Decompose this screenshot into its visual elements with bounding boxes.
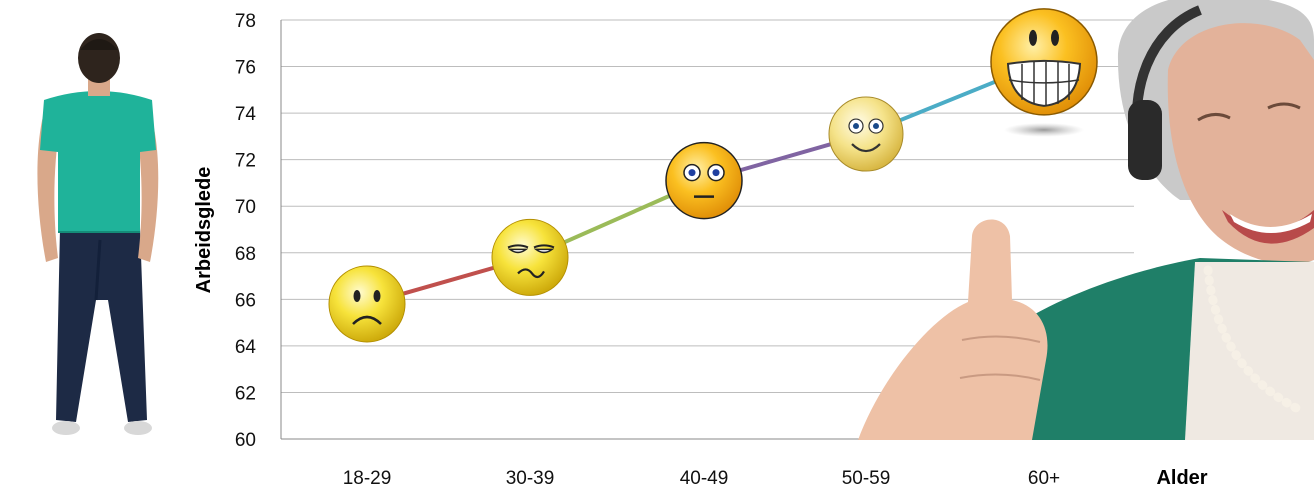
y-tick-labels: 60 62 64 66 68 70 72 74 76 78 xyxy=(235,11,257,451)
senior-woman-thumbs-up-image xyxy=(858,0,1314,440)
y-tick-label: 76 xyxy=(235,58,256,79)
skeptical-face-icon xyxy=(491,218,569,296)
y-tick-label: 60 xyxy=(235,430,256,451)
y-tick-label: 70 xyxy=(235,197,256,218)
x-category-label: 40-49 xyxy=(680,468,729,489)
sad-face-icon xyxy=(328,265,406,343)
smiling-face-icon xyxy=(828,96,904,172)
x-category-label: 30-39 xyxy=(506,468,555,489)
y-tick-label: 68 xyxy=(235,244,256,265)
y-tick-label: 74 xyxy=(235,104,257,125)
y-tick-label: 72 xyxy=(235,151,256,172)
x-axis-title: Alder xyxy=(1156,467,1207,489)
x-category-label: 50-59 xyxy=(842,468,891,489)
y-axis-title: Arbeidsglede xyxy=(193,167,215,294)
x-category-label: 60+ xyxy=(1028,468,1060,489)
young-man-back-view-image xyxy=(37,33,159,435)
x-category-label: 18-29 xyxy=(343,468,392,489)
y-tick-label: 78 xyxy=(235,11,256,32)
x-category-labels: 18-29 30-39 40-49 50-59 60+ xyxy=(343,468,1060,489)
y-tick-label: 66 xyxy=(235,290,256,311)
grinning-face-icon xyxy=(990,8,1098,137)
y-tick-label: 62 xyxy=(235,383,256,404)
neutral-face-icon xyxy=(665,141,743,220)
y-tick-label: 64 xyxy=(235,337,257,358)
